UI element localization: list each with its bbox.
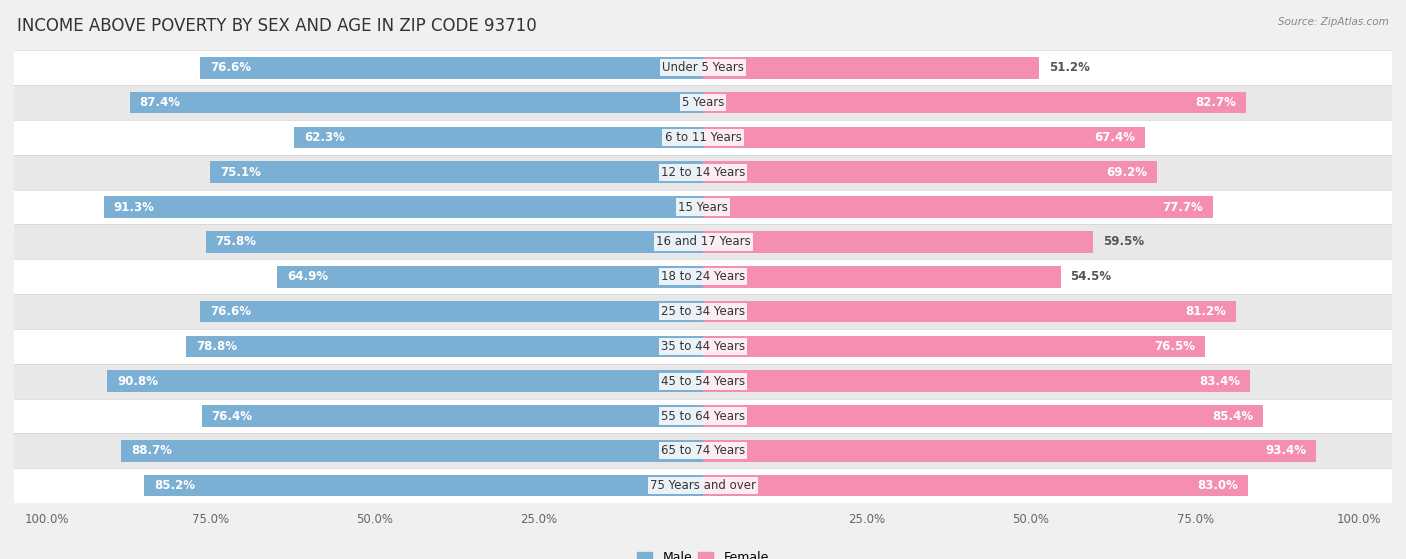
Bar: [14, 468, 1392, 503]
Text: 82.7%: 82.7%: [1195, 96, 1236, 109]
Text: 91.3%: 91.3%: [114, 201, 155, 214]
Bar: [703, 126, 1146, 148]
Text: 83.4%: 83.4%: [1199, 375, 1240, 388]
Text: 65 to 74 Years: 65 to 74 Years: [661, 444, 745, 457]
Text: 75.8%: 75.8%: [215, 235, 256, 248]
Text: INCOME ABOVE POVERTY BY SEX AND AGE IN ZIP CODE 93710: INCOME ABOVE POVERTY BY SEX AND AGE IN Z…: [17, 17, 537, 35]
Bar: [14, 433, 1392, 468]
Bar: [14, 259, 1392, 294]
Bar: [14, 85, 1392, 120]
Bar: [703, 301, 1236, 323]
Bar: [186, 335, 703, 357]
Bar: [201, 301, 703, 323]
Text: 75 Years and over: 75 Years and over: [650, 479, 756, 492]
Text: 93.4%: 93.4%: [1265, 444, 1306, 457]
Text: Under 5 Years: Under 5 Years: [662, 61, 744, 74]
Text: 59.5%: 59.5%: [1104, 235, 1144, 248]
Legend: Male, Female: Male, Female: [633, 546, 773, 559]
Text: 87.4%: 87.4%: [139, 96, 180, 109]
Text: 12 to 14 Years: 12 to 14 Years: [661, 165, 745, 179]
Bar: [14, 120, 1392, 155]
Text: 76.4%: 76.4%: [211, 410, 253, 423]
Text: 75.1%: 75.1%: [221, 165, 262, 179]
Bar: [703, 266, 1060, 287]
Text: 83.0%: 83.0%: [1197, 479, 1237, 492]
Bar: [703, 475, 1247, 496]
Text: 16 and 17 Years: 16 and 17 Years: [655, 235, 751, 248]
Bar: [277, 266, 703, 287]
Bar: [107, 371, 703, 392]
Text: 62.3%: 62.3%: [304, 131, 344, 144]
Text: 55 to 64 Years: 55 to 64 Years: [661, 410, 745, 423]
Bar: [14, 225, 1392, 259]
Text: Source: ZipAtlas.com: Source: ZipAtlas.com: [1278, 17, 1389, 27]
Bar: [703, 371, 1250, 392]
Bar: [703, 196, 1213, 218]
Bar: [205, 231, 703, 253]
Text: 18 to 24 Years: 18 to 24 Years: [661, 270, 745, 283]
Bar: [703, 162, 1157, 183]
Bar: [104, 196, 703, 218]
Text: 67.4%: 67.4%: [1094, 131, 1136, 144]
Bar: [14, 190, 1392, 225]
Bar: [143, 475, 703, 496]
Bar: [14, 155, 1392, 190]
Text: 5 Years: 5 Years: [682, 96, 724, 109]
Text: 69.2%: 69.2%: [1107, 165, 1147, 179]
Text: 35 to 44 Years: 35 to 44 Years: [661, 340, 745, 353]
Text: 54.5%: 54.5%: [1070, 270, 1112, 283]
Bar: [703, 405, 1264, 427]
Text: 85.2%: 85.2%: [153, 479, 195, 492]
Bar: [129, 92, 703, 113]
Bar: [14, 50, 1392, 85]
Text: 45 to 54 Years: 45 to 54 Years: [661, 375, 745, 388]
Bar: [294, 126, 703, 148]
Bar: [703, 92, 1246, 113]
Text: 88.7%: 88.7%: [131, 444, 172, 457]
Text: 85.4%: 85.4%: [1212, 410, 1254, 423]
Bar: [201, 57, 703, 78]
Bar: [703, 231, 1094, 253]
Bar: [703, 440, 1316, 462]
Bar: [14, 399, 1392, 433]
Text: 78.8%: 78.8%: [195, 340, 236, 353]
Text: 76.6%: 76.6%: [211, 61, 252, 74]
Text: 76.5%: 76.5%: [1154, 340, 1195, 353]
Bar: [121, 440, 703, 462]
Text: 81.2%: 81.2%: [1185, 305, 1226, 318]
Text: 25 to 34 Years: 25 to 34 Years: [661, 305, 745, 318]
Text: 64.9%: 64.9%: [287, 270, 328, 283]
Bar: [703, 57, 1039, 78]
Text: 15 Years: 15 Years: [678, 201, 728, 214]
Bar: [703, 335, 1205, 357]
Bar: [14, 329, 1392, 364]
Bar: [14, 364, 1392, 399]
Text: 51.2%: 51.2%: [1049, 61, 1090, 74]
Bar: [201, 405, 703, 427]
Bar: [14, 294, 1392, 329]
Text: 76.6%: 76.6%: [211, 305, 252, 318]
Text: 6 to 11 Years: 6 to 11 Years: [665, 131, 741, 144]
Text: 90.8%: 90.8%: [117, 375, 157, 388]
Bar: [211, 162, 703, 183]
Text: 77.7%: 77.7%: [1163, 201, 1204, 214]
